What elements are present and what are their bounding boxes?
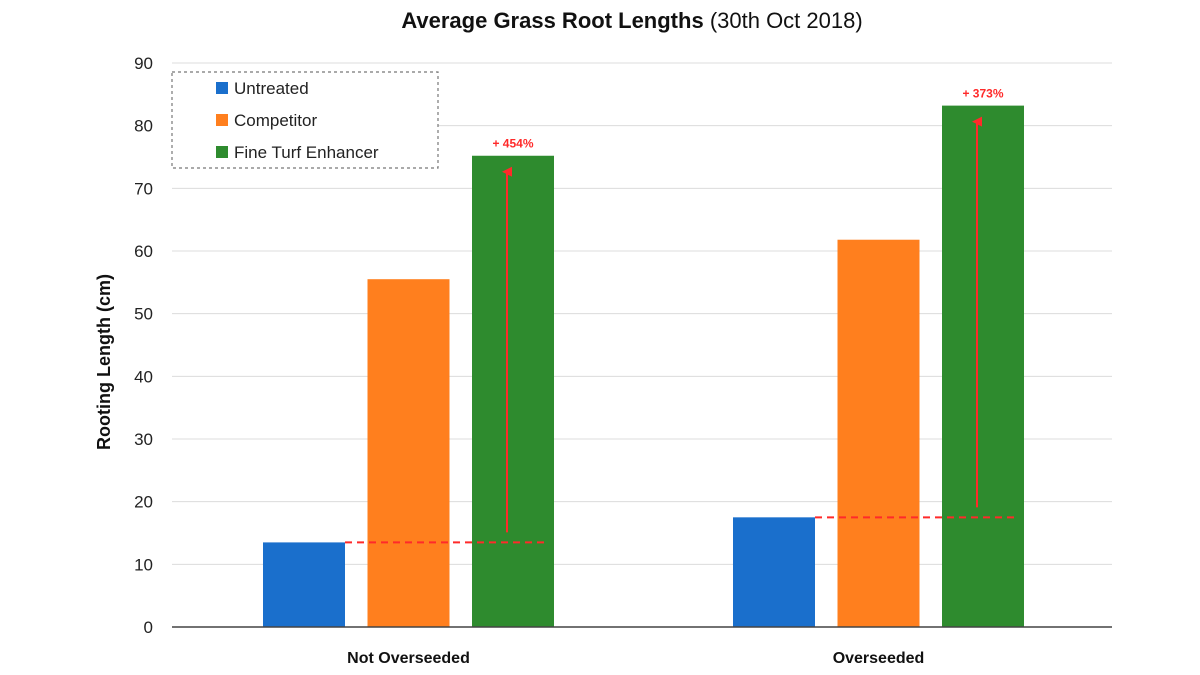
y-tick-label: 40 [134, 367, 153, 386]
legend-label-fine-turf-enhancer: Fine Turf Enhancer [234, 143, 379, 162]
bar-fine-turf-enhancer-not-overseeded [472, 155, 554, 627]
y-axis-label: Rooting Length (cm) [94, 274, 114, 450]
y-tick-label: 10 [134, 555, 153, 574]
y-tick-label: 30 [134, 430, 153, 449]
growth-percent-label: + 373% [962, 87, 1003, 101]
bars [263, 105, 1024, 627]
bar-untreated-not-overseeded [263, 542, 345, 627]
chart-title-main: Average Grass Root Lengths [401, 8, 703, 33]
growth-percent-label: + 454% [492, 137, 533, 151]
bar-competitor-overseeded [837, 239, 920, 627]
bar-fine-turf-enhancer-overseeded [942, 105, 1024, 627]
legend: Untreated Competitor Fine Turf Enhancer [171, 71, 439, 169]
x-axis-category-labels: Not Overseeded Overseeded [347, 650, 924, 667]
chart-title: Average Grass Root Lengths (30th Oct 201… [401, 8, 862, 33]
y-tick-label: 80 [134, 117, 153, 136]
legend-label-untreated: Untreated [234, 79, 309, 98]
y-tick-label: 0 [144, 618, 153, 637]
y-tick-label: 90 [134, 54, 153, 73]
bar-competitor-not-overseeded [367, 279, 450, 627]
legend-swatch-untreated [216, 82, 228, 94]
bar-untreated-overseeded [733, 517, 815, 627]
y-tick-label: 70 [134, 179, 153, 198]
gridlines [172, 62, 1112, 565]
growth-annotations: + 454% + 373% [345, 87, 1015, 544]
y-tick-label: 20 [134, 493, 153, 512]
x-category-label: Overseeded [833, 650, 925, 667]
legend-label-competitor: Competitor [234, 111, 317, 130]
y-axis-ticks: 0 10 20 30 40 50 60 70 80 90 [134, 54, 153, 637]
y-tick-label: 60 [134, 242, 153, 261]
legend-swatch-fine-turf-enhancer [216, 146, 228, 158]
x-category-label: Not Overseeded [347, 650, 470, 667]
legend-swatch-competitor [216, 114, 228, 126]
chart-title-date: (30th Oct 2018) [710, 8, 863, 33]
y-tick-label: 50 [134, 305, 153, 324]
